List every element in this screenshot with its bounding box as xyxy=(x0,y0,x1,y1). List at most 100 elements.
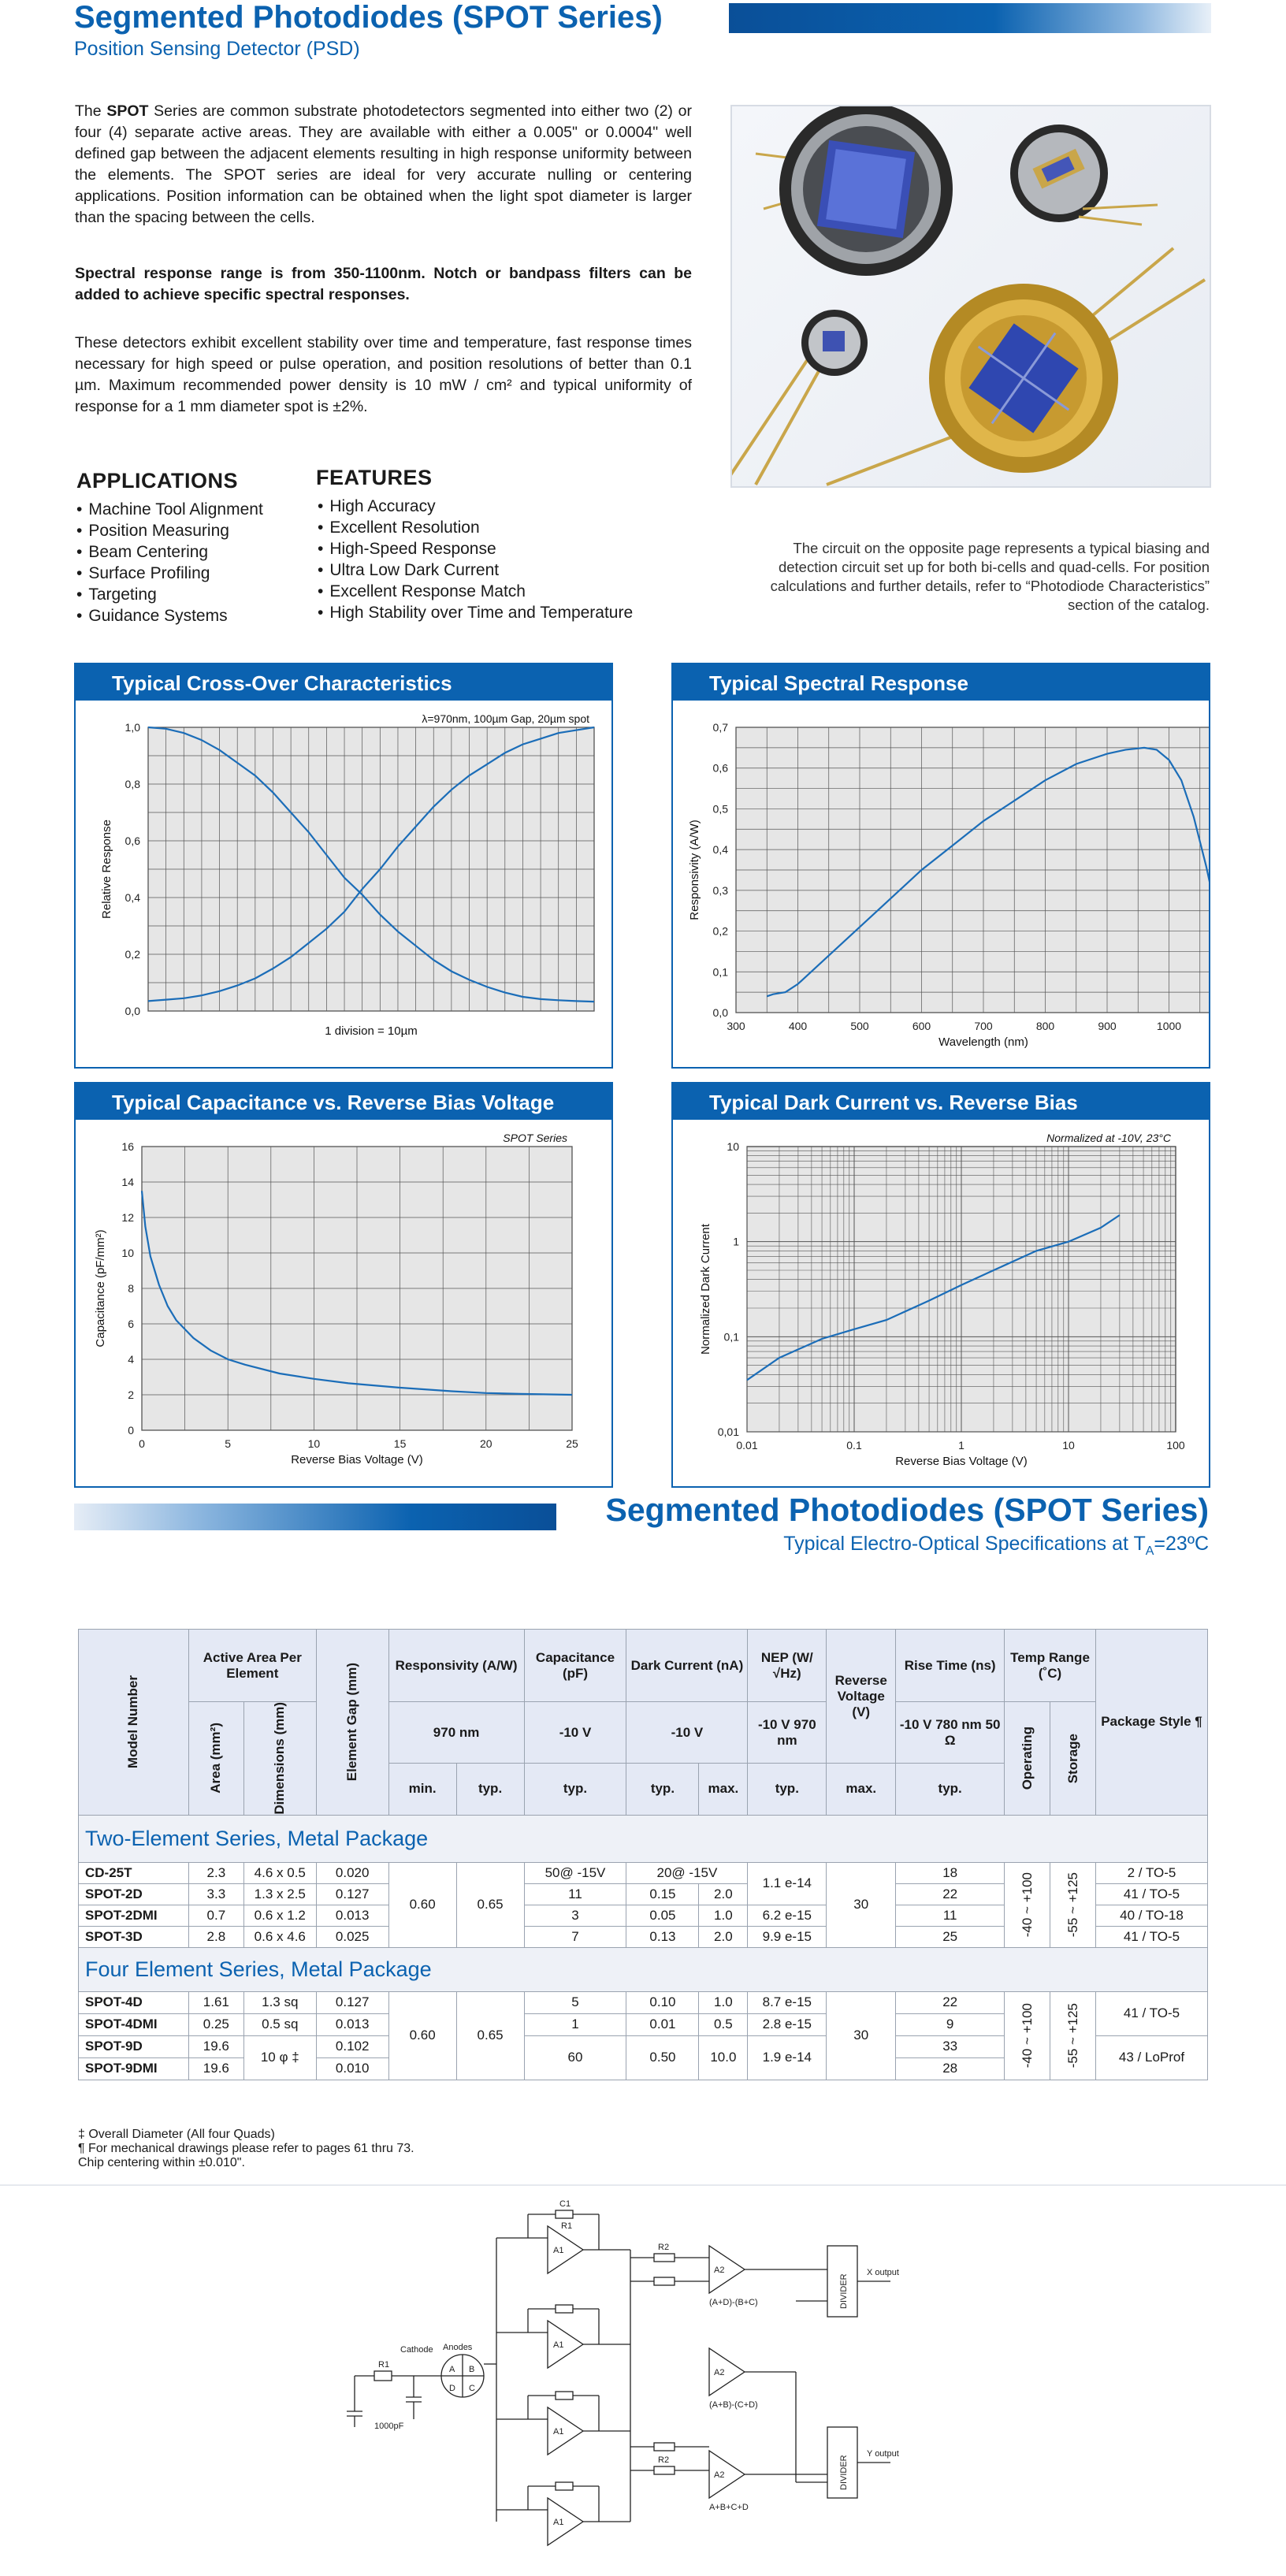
header-active-area: Active Area Per Element xyxy=(188,1629,317,1702)
y-tick-label: 0,4 xyxy=(125,891,141,904)
x-tick-label: 700 xyxy=(974,1020,993,1032)
chart-panel-darkcurrent: Typical Dark Current vs. Reverse Bias 0,… xyxy=(671,1082,1210,1488)
cell-area: 19.6 xyxy=(188,2057,244,2080)
header-gap: Element Gap (mm) xyxy=(315,1629,389,1816)
cell-reverse-voltage: 30 xyxy=(826,1861,897,1948)
x-tick-label: 600 xyxy=(912,1020,931,1032)
list-item: Ultra Low Dark Current xyxy=(318,559,633,581)
cell-area: 2.8 xyxy=(188,1925,244,1948)
chart-title: Typical Dark Current vs. Reverse Bias xyxy=(709,1091,1078,1114)
y-tick-label: 0,0 xyxy=(125,1005,141,1017)
features-list: High Accuracy Excellent Resolution High-… xyxy=(318,496,633,623)
x-tick-label: 0 xyxy=(139,1437,145,1450)
header-dimensions: Dimensions (mm) xyxy=(243,1701,317,1816)
cell-gap: 0.025 xyxy=(315,1925,389,1948)
page-title: Segmented Photodiodes (SPOT Series) xyxy=(74,0,663,35)
y-tick-label: 0,4 xyxy=(713,843,729,856)
sub-min: min. xyxy=(388,1763,457,1816)
header-storage: Storage xyxy=(1050,1701,1096,1816)
cell-nep: 2.8 e-15 xyxy=(747,2013,827,2036)
x-tick-label: 25 xyxy=(566,1437,578,1450)
header-rise-time: Rise Time (ns) xyxy=(895,1629,1005,1702)
header-dark-current: Dark Current (nA) xyxy=(626,1629,749,1702)
cell-dc-typ: 0.10 xyxy=(626,1991,700,2014)
cell-operating: -40 ~ +100 xyxy=(1004,1861,1051,1948)
spec-notes: ‡ Overall Diameter (All four Quads) ¶ Fo… xyxy=(78,2128,414,2170)
x-tick-label: 800 xyxy=(1036,1020,1055,1032)
chart-annotation: SPOT Series xyxy=(503,1132,567,1144)
y-tick-label: 2 xyxy=(128,1388,134,1401)
y-tick-label: 1 xyxy=(733,1236,739,1248)
header-model: Model Number xyxy=(78,1629,189,1816)
cell-area: 0.7 xyxy=(188,1904,244,1927)
quad-label: D xyxy=(449,2384,455,2393)
chart-annotation: Normalized at -10V, 23°C xyxy=(1046,1132,1172,1144)
features-heading: FEATURES xyxy=(316,466,433,489)
cell-nep: 1.9 e-14 xyxy=(747,2035,827,2080)
x-tick-label: 100 xyxy=(1166,1439,1185,1452)
cell-dimensions: 1.3 sq xyxy=(243,1991,317,2014)
header-operating: Operating xyxy=(1004,1701,1051,1816)
x-axis-label: Reverse Bias Voltage (V) xyxy=(291,1453,423,1466)
y-tick-label: 14 xyxy=(121,1176,134,1188)
cell-dc-max: 10.0 xyxy=(698,2035,749,2080)
y-tick-label: 6 xyxy=(128,1318,134,1330)
sub-typ: typ. xyxy=(455,1763,525,1816)
section-divider xyxy=(0,2184,1286,2186)
header-responsivity: Responsivity (A/W) xyxy=(388,1629,525,1702)
cell-rise-time: 28 xyxy=(895,2057,1005,2080)
list-item: Position Measuring xyxy=(76,520,263,541)
chart-title: Typical Capacitance vs. Reverse Bias Vol… xyxy=(112,1091,555,1114)
header-area: Area (mm²) xyxy=(188,1701,244,1816)
y-tick-label: 8 xyxy=(128,1282,134,1295)
cell-package: 43 / LoProf xyxy=(1095,2035,1209,2080)
series-line xyxy=(147,726,595,1003)
y-tick-label: 0,2 xyxy=(713,925,729,938)
table-row: SPOT-9DMI 19.6 0.010 28 xyxy=(78,2057,1208,2080)
y-tick-label: 0,3 xyxy=(713,884,729,897)
cell-area: 1.61 xyxy=(188,1991,244,2014)
page-subtitle: Position Sensing Detector (PSD) xyxy=(74,38,360,60)
cathode-label: Cathode xyxy=(400,2345,433,2355)
cell-dimensions: 10 φ ‡ xyxy=(243,2035,317,2080)
y-tick-label: 0,6 xyxy=(713,762,729,775)
y-tick-label: 16 xyxy=(121,1140,134,1153)
spec-title: Segmented Photodiodes (SPOT Series) xyxy=(605,1492,1209,1528)
cell-rise-time: 25 xyxy=(895,1925,1005,1948)
cell-capacitance: 3 xyxy=(523,1904,627,1927)
section-two-element: Two-Element Series, Metal Package xyxy=(78,1814,1208,1863)
cell-package: 41 / TO-5 xyxy=(1095,1883,1209,1905)
product-photo xyxy=(730,105,1211,488)
cell-resp-min: 0.60 xyxy=(388,1991,457,2080)
sub-max: max. xyxy=(698,1763,749,1816)
cell-dimensions: 0.6 x 1.2 xyxy=(243,1904,317,1927)
y-tick-label: 4 xyxy=(128,1353,134,1366)
y-tick-label: 0,8 xyxy=(125,778,141,790)
y-axis-label: Responsivity (A/W) xyxy=(688,820,701,920)
note-line: Chip centering within ±0.010". xyxy=(78,2156,245,2169)
cell-dimensions: 4.6 x 0.5 xyxy=(243,1861,317,1884)
cell-storage: -55 ~ +125 xyxy=(1050,1991,1096,2080)
list-item: Excellent Response Match xyxy=(318,581,633,602)
x-axis-label: Reverse Bias Voltage (V) xyxy=(895,1455,1028,1468)
series-line xyxy=(746,1214,1121,1381)
circuit-diagram: R1 1000pF Cathode Anodes A B D C A1 A1 A… xyxy=(347,2199,899,2547)
cell-rise-time: 9 xyxy=(895,2013,1005,2036)
cell-capacitance: 1 xyxy=(523,2013,627,2036)
header-package: Package Style ¶ xyxy=(1095,1629,1209,1816)
header-temp-range: Temp Range (˚C) xyxy=(1004,1629,1096,1702)
cell-model: SPOT-9D xyxy=(78,2035,189,2058)
cell-nep: 6.2 e-15 xyxy=(747,1904,827,1927)
a2-label: A2 xyxy=(714,2368,724,2377)
table-row: SPOT-3D 2.8 0.6 x 4.6 0.025 7 0.13 2.0 9… xyxy=(78,1925,1209,1948)
x-tick-label: 400 xyxy=(789,1020,808,1032)
series-line xyxy=(766,746,1232,998)
cond-responsivity: 970 nm xyxy=(388,1701,525,1764)
intro-p1-bold: SPOT xyxy=(106,102,149,120)
a1-label: A1 xyxy=(553,2518,563,2527)
cap-value-label: 1000pF xyxy=(374,2422,404,2431)
x-axis-label: Wavelength (nm) xyxy=(938,1035,1028,1049)
intro-p1-pre: The xyxy=(75,102,107,120)
cell-capacitance: 50@ -15V xyxy=(523,1861,627,1884)
cell-model: CD-25T xyxy=(78,1861,189,1884)
